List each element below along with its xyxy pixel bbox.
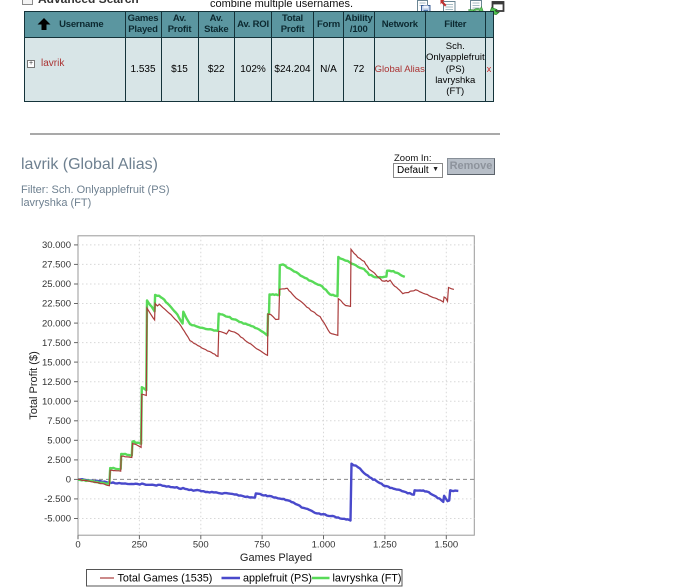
svg-text:0: 0 [75,540,80,551]
svg-text:22.500: 22.500 [42,299,71,310]
svg-text:500: 500 [193,540,209,551]
svg-text:10.000: 10.000 [42,396,71,407]
svg-text:25.000: 25.000 [42,279,71,290]
svg-text:Total Profit ($): Total Profit ($) [28,351,40,419]
svg-text:lavryshka (FT): lavryshka (FT) [333,573,402,585]
svg-text:Total Games (1535): Total Games (1535) [118,573,213,585]
svg-text:1.000: 1.000 [312,540,336,551]
svg-text:750: 750 [254,540,270,551]
svg-text:-5.000: -5.000 [44,514,71,525]
svg-text:applefruit (PS): applefruit (PS) [243,573,312,585]
svg-text:17.500: 17.500 [42,338,71,349]
svg-text:1.250: 1.250 [373,540,397,551]
svg-text:20.000: 20.000 [42,318,71,329]
svg-text:Games Played: Games Played [240,552,312,564]
svg-text:-2.500: -2.500 [44,494,71,505]
svg-text:1.500: 1.500 [434,540,458,551]
svg-text:12.500: 12.500 [42,377,71,388]
svg-text:7.500: 7.500 [47,416,71,427]
svg-text:2.500: 2.500 [47,455,71,466]
svg-text:5.000: 5.000 [47,436,71,447]
svg-text:15.000: 15.000 [42,357,71,368]
svg-text:0: 0 [66,475,71,486]
svg-text:250: 250 [131,540,147,551]
svg-text:30.000: 30.000 [42,240,71,251]
svg-text:27.500: 27.500 [42,260,71,271]
